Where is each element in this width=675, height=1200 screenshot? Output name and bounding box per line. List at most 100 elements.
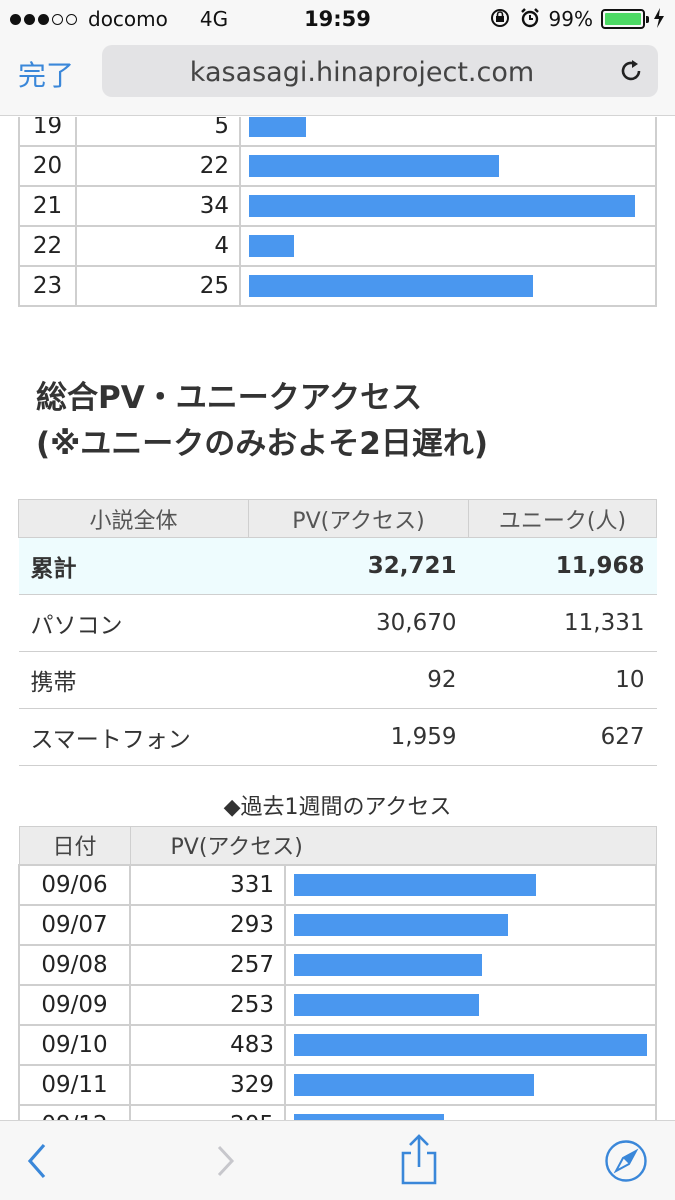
pv-bar-cell: [284, 863, 657, 906]
pv-bar: [294, 1073, 535, 1096]
device-row: スマートフォン 1,959 627: [18, 708, 657, 766]
address-bar[interactable]: kasasagi.hinaproject.com: [102, 45, 658, 97]
hour-row: 19 5: [18, 117, 657, 147]
pv-count-cell: 205: [129, 1103, 286, 1120]
device-label: パソコン: [18, 594, 249, 652]
date-cell: 09/12: [18, 1103, 131, 1120]
hour-row: 20 22: [18, 145, 657, 187]
hour-bar-cell: [239, 225, 657, 267]
pv-bar: [294, 873, 536, 896]
pv-bar-cell: [284, 943, 657, 986]
compass-icon[interactable]: [604, 1139, 648, 1183]
total-access-table: 小説全体 PV(アクセス) ユニーク(人) 累計 32,721 11,968 パソコン…: [18, 499, 657, 766]
unique-value: 11,331: [468, 594, 657, 652]
week-row: 09/10 483: [18, 1023, 657, 1066]
hourly-access-table: 19 5 20 22 21 34 22 4 23 25: [18, 117, 657, 307]
hour-count-cell: 5: [75, 117, 241, 147]
pv-bar-cell: [284, 1023, 657, 1066]
hour-row: 23 25: [18, 265, 657, 307]
battery-percent: 99%: [548, 7, 593, 31]
pv-count-cell: 257: [129, 943, 286, 986]
total-row: 累計 32,721 11,968: [18, 537, 657, 595]
hour-bar: [249, 155, 500, 177]
pv-bar: [294, 1033, 647, 1056]
header-date: 日付: [18, 826, 131, 865]
unique-value: 627: [468, 708, 657, 766]
device-label: スマートフォン: [18, 708, 249, 766]
pv-count-cell: 293: [129, 903, 286, 946]
header-weekly-pv: PV(アクセス): [129, 826, 657, 865]
orientation-lock-icon: [489, 7, 511, 32]
week-row: 09/09 253: [18, 983, 657, 1026]
pv-bar: [294, 953, 482, 976]
week-row: 09/12205: [18, 1103, 657, 1120]
status-bar: docomo 4G 19:59 99%: [0, 0, 675, 38]
device-label: 累計: [18, 537, 249, 595]
pv-value: 92: [248, 651, 469, 709]
date-cell: 09/08: [18, 943, 131, 986]
week-row: 09/06 331: [18, 863, 657, 906]
pv-count-cell: 483: [129, 1023, 286, 1066]
browser-nav-bar: 完了 kasasagi.hinaproject.com: [0, 38, 675, 116]
hour-bar: [249, 117, 306, 137]
hour-count-cell: 34: [75, 185, 241, 227]
date-cell: 09/10: [18, 1023, 131, 1066]
hour-bar: [249, 275, 534, 297]
week-row: 09/07 293: [18, 903, 657, 946]
hour-cell: 21: [18, 185, 77, 227]
url-text: kasasagi.hinaproject.com: [189, 57, 535, 88]
pv-value: 1,959: [248, 708, 469, 766]
pv-bar-cell: [284, 1063, 657, 1106]
section-title: 総合PV・ユニークアクセス (※ユニークのみおよそ2日遅れ): [36, 375, 488, 467]
date-cell: 09/11: [18, 1063, 131, 1106]
pv-bar-cell: [284, 1103, 657, 1120]
device-label: 携帯: [18, 651, 249, 709]
hour-count-cell: 22: [75, 145, 241, 187]
hour-row: 21 34: [18, 185, 657, 227]
chevron-left-icon[interactable]: [16, 1139, 60, 1183]
hour-row: 22 4: [18, 225, 657, 267]
browser-toolbar: [0, 1120, 675, 1200]
pv-value: 30,670: [248, 594, 469, 652]
hour-bar-cell: [239, 117, 657, 147]
section-subheading: (※ユニークのみおよそ2日遅れ): [36, 426, 489, 462]
header-novel-total: 小説全体: [18, 499, 249, 538]
pv-bar-cell: [284, 983, 657, 1026]
week-row: 09/08 257: [18, 943, 657, 986]
header-pv: PV(アクセス): [248, 499, 469, 538]
charging-icon: [653, 7, 665, 31]
week-row: 09/11 329: [18, 1063, 657, 1106]
date-cell: 09/07: [18, 903, 131, 946]
pv-bar: [294, 913, 509, 936]
hour-cell: 20: [18, 145, 77, 187]
signal-strength-icon: [10, 13, 80, 25]
battery-icon: [601, 9, 649, 29]
weekly-caption: ◆過去1週間のアクセス: [223, 795, 452, 820]
unique-value: 10: [468, 651, 657, 709]
weekly-access-table: 日付 PV(アクセス) 09/06 331 09/07 293 09/08 257 09/0…: [18, 826, 657, 1120]
pv-bar: [294, 1113, 444, 1120]
hour-count-cell: 4: [75, 225, 241, 267]
hour-cell: 23: [18, 265, 77, 307]
unique-value: 11,968: [468, 537, 657, 595]
pv-count-cell: 329: [129, 1063, 286, 1106]
chevron-right-icon[interactable]: [203, 1139, 247, 1183]
device-row: 携帯 92 10: [18, 651, 657, 709]
hour-cell: 22: [18, 225, 77, 267]
share-icon[interactable]: [397, 1133, 441, 1185]
carrier-name: docomo: [88, 7, 168, 31]
done-button[interactable]: 完了: [18, 59, 75, 92]
hour-bar-cell: [239, 185, 657, 227]
pv-count-cell: 331: [129, 863, 286, 906]
hour-bar: [249, 195, 636, 217]
header-unique: ユニーク(人): [468, 499, 657, 538]
hour-bar-cell: [239, 145, 657, 187]
network-type: 4G: [199, 7, 229, 31]
hour-count-cell: 25: [75, 265, 241, 307]
pv-count-cell: 253: [129, 983, 286, 1026]
pv-bar: [294, 993, 479, 1016]
section-heading: 総合PV・ユニークアクセス: [36, 380, 423, 416]
reload-icon[interactable]: [618, 58, 644, 84]
page-content: 19 5 20 22 21 34 22 4 23 25 総合PV・ユニークアクセス (※ユニークの…: [0, 117, 675, 1120]
date-cell: 09/09: [18, 983, 131, 1026]
